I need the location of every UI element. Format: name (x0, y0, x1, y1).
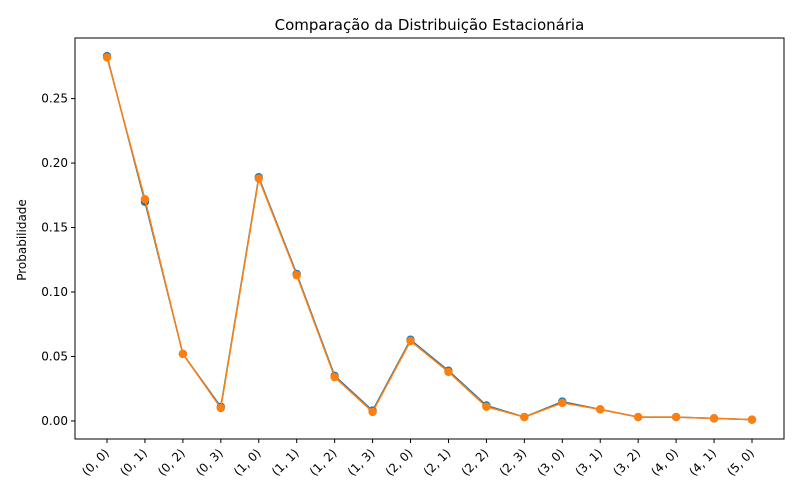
y-axis: 0.00 0.05 0.10 0.15 0.20 0.25 (41, 92, 75, 428)
x-tick-label: (5, 0) (724, 446, 757, 479)
x-tick-label: (2, 2) (459, 446, 492, 479)
x-tick-label: (4, 0) (648, 446, 681, 479)
series-2-point (747, 415, 757, 424)
x-tick-label: (0, 3) (193, 446, 226, 479)
series-2-point (140, 194, 150, 204)
y-axis-label: Probabilidade (15, 199, 29, 281)
series-2-point (178, 349, 188, 359)
y-tick-label: 0.15 (41, 221, 68, 235)
x-tick-label: (1, 1) (269, 446, 302, 479)
y-tick-label: 0.00 (41, 414, 68, 428)
series-2-point (368, 407, 377, 417)
series-1-line (106, 55, 753, 421)
x-tick-label: (0, 1) (117, 446, 150, 479)
x-tick-label: (2, 1) (421, 446, 454, 479)
series-2-point (558, 398, 567, 408)
x-tick-label: (4, 1) (686, 446, 719, 479)
x-tick-label: (1, 3) (345, 446, 378, 479)
series-2-point (671, 412, 681, 422)
series-2-point (482, 402, 491, 411)
x-tick-label: (3, 2) (610, 446, 643, 479)
series-2-point (216, 403, 226, 413)
plot-frame (74, 37, 785, 440)
plot-area (102, 51, 757, 424)
y-tick-label: 0.20 (41, 156, 68, 170)
series-2-line (106, 57, 753, 421)
series-2-point (254, 174, 263, 183)
series-2-point (406, 336, 415, 346)
series-2-point (102, 53, 112, 62)
y-tick-label: 0.05 (41, 349, 68, 363)
x-tick-label: (0, 2) (155, 446, 188, 479)
x-tick-label: (2, 0) (383, 446, 416, 479)
series-2-point (444, 367, 453, 377)
series-2-point (633, 412, 643, 422)
x-tick-label: (2, 3) (497, 446, 530, 479)
x-tick-label: (1, 0) (231, 446, 264, 479)
series-2-point (520, 412, 529, 422)
series-2 (102, 53, 757, 424)
x-tick-label: (0, 0) (79, 446, 112, 479)
x-tick-label: (3, 0) (535, 446, 568, 479)
y-tick-label: 0.10 (41, 285, 68, 299)
series-1 (102, 51, 757, 424)
y-tick-label: 0.25 (41, 92, 68, 106)
x-axis: (0, 0) (0, 1) (0, 2) (0, 3) (1, 0) (1, 1) (1, … (79, 439, 757, 479)
x-tick-label: (1, 2) (307, 446, 340, 479)
series-2-point (330, 372, 339, 382)
series-2-point (292, 271, 301, 280)
x-tick-label: (3, 1) (572, 446, 605, 479)
chart-title: Comparação da Distribuição Estacionária (275, 16, 585, 34)
series-2-point (596, 405, 605, 414)
series-2-point (709, 414, 719, 423)
